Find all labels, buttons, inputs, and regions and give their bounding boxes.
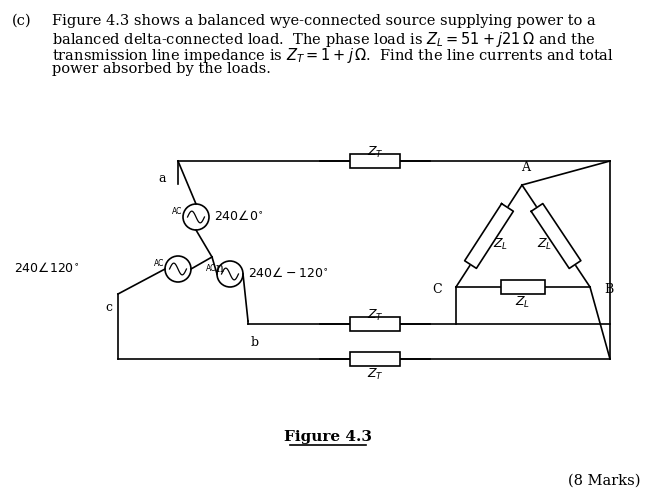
- Text: AC: AC: [171, 206, 182, 215]
- Text: A: A: [522, 161, 530, 174]
- Text: $Z_T$: $Z_T$: [367, 144, 384, 159]
- Text: B: B: [604, 283, 613, 296]
- Bar: [350, 317, 400, 331]
- Text: Figure 4.3 shows a balanced wye-connected source supplying power to a: Figure 4.3 shows a balanced wye-connecte…: [52, 14, 596, 28]
- Text: c: c: [105, 301, 112, 313]
- Text: Figure 4.3: Figure 4.3: [284, 429, 372, 443]
- Text: balanced delta-connected load.  The phase load is $Z_L=51+j21\,\Omega$ and the: balanced delta-connected load. The phase…: [52, 30, 595, 49]
- Text: AC: AC: [206, 264, 216, 273]
- Text: (c): (c): [12, 14, 32, 28]
- Text: (8 Marks): (8 Marks): [568, 473, 640, 487]
- Text: $Z_L$: $Z_L$: [515, 294, 531, 309]
- Polygon shape: [531, 204, 581, 269]
- Text: a: a: [158, 172, 166, 185]
- Text: power absorbed by the loads.: power absorbed by the loads.: [52, 62, 271, 76]
- Text: $Z_T$: $Z_T$: [367, 366, 384, 381]
- Bar: [501, 281, 545, 295]
- Text: $Z_T$: $Z_T$: [367, 307, 384, 322]
- Text: $Z_L$: $Z_L$: [537, 237, 552, 252]
- Polygon shape: [464, 204, 513, 269]
- Text: transmission line impedance is $Z_T=1+j\,\Omega$.  Find the line currents and to: transmission line impedance is $Z_T=1+j\…: [52, 46, 614, 65]
- Bar: [350, 155, 400, 169]
- Text: b: b: [251, 335, 259, 348]
- Text: $240\angle -120^{\circ}$: $240\angle -120^{\circ}$: [248, 266, 328, 280]
- Bar: [350, 352, 400, 366]
- Text: AC: AC: [154, 259, 164, 268]
- Text: n: n: [216, 262, 224, 275]
- Text: $240\angle 120^{\circ}$: $240\angle 120^{\circ}$: [14, 261, 79, 275]
- Text: $240\angle 0^{\circ}$: $240\angle 0^{\circ}$: [214, 208, 263, 222]
- Text: $Z_L$: $Z_L$: [493, 236, 509, 252]
- Text: C: C: [432, 283, 442, 296]
